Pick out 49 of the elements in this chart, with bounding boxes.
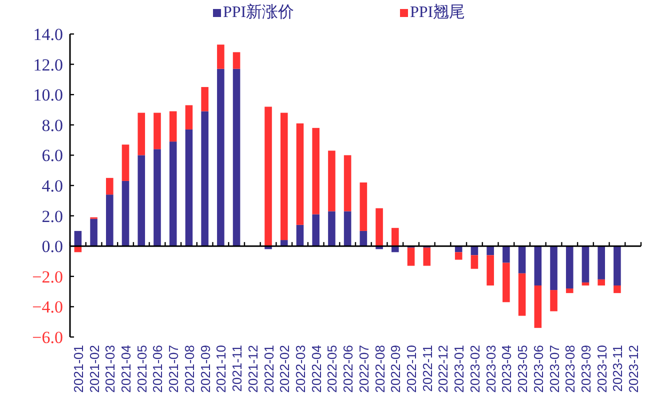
x-tick-label: 2022-09: [388, 345, 404, 393]
x-tick-label: 2022-02: [277, 345, 292, 393]
y-tick-label: 14.0: [33, 25, 63, 44]
x-tick-label: 2023-08: [562, 345, 578, 393]
x-tick-label: 2023-04: [499, 345, 514, 393]
y-tick-label: −6.0: [32, 328, 63, 347]
x-tick-label: 2022-10: [404, 345, 420, 393]
y-tick-label: 6.0: [42, 146, 63, 166]
x-tick-label: 2021-06: [150, 345, 166, 393]
x-tick-label: 2021-12: [245, 345, 260, 393]
x-tick-label: 2021-02: [86, 345, 102, 393]
x-tick-label: 2022-07: [356, 345, 372, 393]
x-tick-label: 2022-06: [340, 345, 356, 393]
x-tick-label: 2021-05: [134, 345, 150, 393]
x-tick-label: 2023-06: [530, 345, 546, 393]
x-tick-label: 2022-08: [372, 345, 388, 393]
y-tick-label: 10.0: [33, 86, 63, 105]
x-tick-label: 2023-11: [610, 345, 626, 392]
x-tick-label: 2023-10: [594, 345, 610, 393]
y-tick-label: 2.0: [42, 206, 63, 226]
x-tick-label: 2023-05: [515, 345, 530, 393]
x-tick-label: 2022-01: [261, 345, 276, 393]
x-tick-label: 2022-03: [292, 345, 308, 393]
x-tick-label: 2021-04: [118, 345, 134, 393]
x-tick-label: 2023-12: [626, 345, 642, 393]
x-tick-label: 2022-05: [324, 345, 340, 393]
x-tick-label: 2022-12: [436, 345, 451, 393]
y-tick-label: −4.0: [32, 298, 63, 317]
x-tick-label: 2023-01: [452, 345, 467, 393]
x-tick-label: 2021-10: [214, 345, 229, 393]
legend-label: PPI新涨价: [223, 3, 294, 21]
y-tick-label: 12.0: [33, 55, 63, 74]
x-tick-label: 2022-04: [308, 345, 324, 393]
y-tick-label: 8.0: [42, 116, 63, 135]
y-tick-label: −2.0: [32, 267, 63, 286]
x-tick-label: 2021-11: [230, 345, 245, 392]
x-tick-label: 2023-07: [546, 345, 562, 393]
legend-label: PPI翘尾: [410, 3, 466, 21]
x-tick-label: 2021-07: [166, 345, 182, 393]
x-tick-label: 2021-01: [70, 345, 86, 393]
y-tick-label: 0.0: [42, 237, 63, 256]
x-tick-label: 2023-03: [483, 345, 498, 393]
x-tick-label: 2022-11: [420, 345, 435, 392]
x-tick-label: 2021-09: [198, 345, 213, 393]
x-tick-label: 2021-03: [102, 345, 118, 393]
x-tick-label: 2023-02: [467, 345, 482, 393]
y-tick-label: 4.0: [42, 176, 63, 196]
x-tick-label: 2023-09: [578, 345, 594, 393]
x-tick-label: 2021-08: [182, 345, 197, 393]
